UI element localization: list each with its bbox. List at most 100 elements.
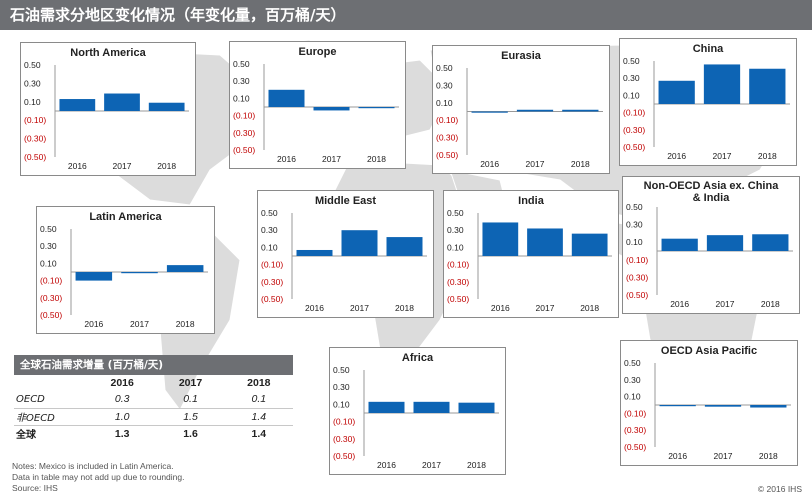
y-tick-label: 0.10 (233, 93, 250, 103)
summary-cell: 1.4 (251, 427, 267, 440)
y-tick-label: (0.50) (447, 294, 469, 304)
y-tick-label: 0.50 (436, 63, 453, 73)
summary-cell: 1.3 (114, 427, 130, 440)
bar-2017 (703, 64, 741, 104)
x-tick-label: 2018 (758, 151, 777, 161)
y-tick-label: 0.30 (40, 241, 57, 251)
bar-2016 (59, 99, 96, 111)
bar-2017 (516, 109, 554, 112)
chart-panel-oecd-asia-pacific: OECD Asia Pacific 0.50 0.30 0.10 (0.10) (0.30… (620, 340, 798, 466)
x-tick-label: 2018 (761, 299, 780, 309)
x-tick-label: 2017 (714, 451, 733, 461)
chart-panel-eurasia: Eurasia 0.50 0.30 0.10 (0.10) (0.30) (0.50) 201… (432, 45, 610, 174)
bar-2017 (413, 401, 450, 413)
y-tick-label: 0.10 (261, 242, 278, 252)
bar-2017 (313, 107, 350, 111)
x-tick-label: 2017 (322, 154, 341, 164)
y-tick-label: 0.10 (436, 98, 453, 108)
x-tick-label: 2016 (480, 159, 499, 169)
summary-row-non-oecd: 非OECD 1.0 1.5 1.4 (14, 408, 293, 426)
summary-cell: 0.1 (224, 391, 293, 409)
y-tick-label: 0.30 (626, 220, 643, 230)
bar-2016 (471, 111, 508, 113)
bar-2018 (166, 265, 204, 272)
note-line: Notes: Mexico is included in Latin Ameri… (12, 461, 174, 471)
summary-cell: 0.3 (88, 391, 157, 409)
y-tick-label: (0.50) (261, 294, 283, 304)
y-tick-label: (0.10) (623, 108, 645, 118)
bar-2018 (562, 109, 599, 112)
y-tick-label: (0.50) (24, 152, 46, 162)
y-tick-label: (0.30) (233, 128, 255, 138)
chart-title: Africa (402, 352, 434, 364)
north-america-chart: North America 0.50 0.30 0.10 (0.10) (0.30) (0.… (24, 47, 189, 171)
chart-title: India (518, 195, 545, 207)
y-tick-label: (0.10) (624, 408, 646, 418)
bar-2018 (386, 237, 423, 256)
y-tick-label: (0.30) (333, 434, 355, 444)
summary-row-oecd: OECD 0.3 0.1 0.1 (14, 391, 293, 409)
africa-chart: Africa 0.50 0.30 0.10 (0.10) (0.30) (0.50) 2016… (333, 352, 499, 470)
y-tick-label: 0.10 (624, 392, 641, 402)
india-chart: India 0.50 0.30 0.10 (0.10) (0.30) (0.50) 2016 2… (447, 195, 612, 313)
chart-title: North America (70, 47, 146, 59)
bar-2018 (571, 233, 608, 256)
y-tick-label: (0.30) (24, 134, 46, 144)
summary-row-label: 非OECD (14, 408, 88, 426)
y-tick-label: (0.30) (623, 125, 645, 135)
chart-title: Non-OECD Asia ex. China & India (644, 180, 780, 204)
y-tick-label: (0.50) (626, 290, 648, 300)
y-tick-label: 0.10 (623, 90, 640, 100)
y-tick-label: (0.10) (447, 260, 469, 270)
y-tick-label: 0.30 (436, 80, 453, 90)
x-tick-label: 2017 (350, 303, 369, 313)
bar-2017 (527, 228, 563, 256)
summary-corner-cell (14, 375, 88, 391)
note-line: Source: IHS (12, 483, 58, 493)
summary-col-header: 2016 (110, 377, 134, 389)
oecd-asia-pacific-chart: OECD Asia Pacific 0.50 0.30 0.10 (0.10) (0.30… (624, 345, 791, 461)
y-tick-label: 0.30 (261, 225, 278, 235)
summary-table: 2016 2017 2018 OECD 0.3 0.1 0.1 非OECD 1.… (14, 375, 293, 442)
bar-2018 (458, 402, 495, 413)
chart-panel-india: India 0.50 0.30 0.10 (0.10) (0.30) (0.50) 2016 2… (443, 190, 619, 318)
y-tick-label: (0.50) (40, 310, 62, 320)
summary-title: 全球石油需求增量 (百万桶/天) (14, 355, 293, 375)
y-tick-label: (0.30) (436, 133, 458, 143)
y-tick-label: (0.10) (626, 255, 648, 265)
chart-panel-china: China 0.50 0.30 0.10 (0.10) (0.30) (0.50) 2016 2… (619, 38, 797, 166)
chart-title: Eurasia (501, 50, 542, 62)
bar-2016 (658, 80, 695, 104)
x-tick-label: 2016 (277, 154, 296, 164)
bar-2017 (341, 230, 378, 256)
x-tick-label: 2018 (176, 319, 195, 329)
bar-2016 (268, 89, 305, 107)
y-tick-label: 0.30 (623, 73, 640, 83)
x-tick-label: 2018 (571, 159, 590, 169)
notes: Notes: Mexico is included in Latin Ameri… (12, 461, 184, 494)
summary-col-header: 2017 (178, 377, 203, 389)
y-tick-label: 0.10 (626, 237, 643, 247)
y-tick-label: 0.50 (261, 208, 278, 218)
eurasia-chart: Eurasia 0.50 0.30 0.10 (0.10) (0.30) (0.50) 201… (436, 50, 603, 169)
y-tick-label: (0.10) (436, 115, 458, 125)
x-tick-label: 2017 (716, 299, 735, 309)
y-tick-label: 0.30 (447, 225, 464, 235)
summary-row-label: OECD (14, 391, 88, 409)
y-tick-label: (0.30) (40, 293, 62, 303)
chart-panel-middle-east: Middle East 0.50 0.30 0.10 (0.10) (0.30) (0.50… (257, 190, 434, 318)
x-tick-label: 2016 (68, 161, 87, 171)
x-tick-label: 2016 (305, 303, 324, 313)
x-tick-label: 2016 (670, 299, 689, 309)
summary-cell: 1.5 (156, 408, 225, 426)
y-tick-label: (0.50) (233, 145, 255, 155)
x-tick-label: 2016 (377, 460, 396, 470)
y-tick-label: (0.10) (333, 417, 355, 427)
bar-2018 (749, 68, 786, 104)
chart-title: Europe (299, 46, 337, 58)
chart-title: Middle East (315, 195, 376, 207)
x-tick-label: 2017 (536, 303, 555, 313)
summary-col-header: 2018 (247, 377, 271, 389)
bar-2017 (706, 235, 744, 251)
chart-title: OECD Asia Pacific (661, 345, 757, 357)
